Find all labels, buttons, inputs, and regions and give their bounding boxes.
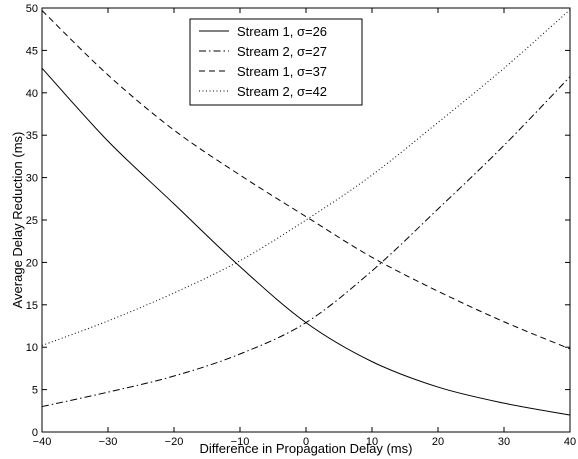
- series-1-point: [370, 359, 375, 364]
- legend-label-4: Stream 2, σ=42: [237, 84, 327, 99]
- series-4-point: [106, 318, 111, 323]
- series-3-point: [568, 346, 573, 351]
- legend-box: [189, 18, 363, 106]
- series-2-point: [370, 268, 375, 273]
- x-tick-label: −40: [33, 436, 52, 448]
- series-1-point: [106, 139, 111, 144]
- series-3-point: [106, 72, 111, 77]
- y-tick-label: 40: [26, 88, 38, 100]
- series-4-point: [238, 258, 243, 263]
- series-2-point: [40, 404, 45, 409]
- series-3-point: [238, 173, 243, 178]
- x-tick-label: −30: [99, 436, 118, 448]
- series-2-point: [238, 351, 243, 356]
- y-tick-label: 5: [32, 385, 38, 397]
- y-tick-label: 10: [26, 342, 38, 354]
- y-tick-label: 0: [32, 427, 38, 439]
- series-2-point: [568, 74, 573, 79]
- series-line-2: [41, 76, 571, 408]
- y-tick-label: 20: [26, 257, 38, 269]
- x-tick-label: −20: [165, 436, 184, 448]
- legend: Stream 1, σ=26 Stream 2, σ=27 Stream 1, σ=…: [189, 18, 363, 106]
- series-lines: [40, 7, 573, 418]
- series-3-point: [370, 255, 375, 260]
- series-1-point: [40, 66, 45, 71]
- y-tick-label: 45: [26, 45, 38, 57]
- series-1-point: [568, 413, 573, 418]
- series-3-point: [40, 8, 45, 13]
- axis-ticks: −40 −30 −20 −10 0 10 20 30 40 0 5 10 15 20 25 30 35 40 45 5…: [26, 3, 576, 448]
- series-2-point: [502, 143, 507, 148]
- series-3-point: [172, 128, 177, 133]
- series-3-point: [502, 319, 507, 324]
- series-2-point: [436, 206, 441, 211]
- series-4-point: [40, 343, 45, 348]
- series-4-point: [436, 120, 441, 125]
- series-1-point: [502, 401, 507, 406]
- series-4-point: [568, 7, 573, 12]
- x-tick-label: 30: [498, 436, 510, 448]
- series-4-point: [502, 66, 507, 71]
- x-tick-label: 40: [564, 436, 576, 448]
- series-2-point: [304, 320, 309, 325]
- series-1-point: [436, 385, 441, 390]
- y-tick-label: 50: [26, 3, 38, 15]
- x-tick-label: 20: [432, 436, 444, 448]
- series-2-point: [172, 374, 177, 379]
- x-axis-title: Difference in Propagation Delay (ms): [200, 441, 413, 456]
- series-4-point: [304, 218, 309, 223]
- series-1-point: [172, 201, 177, 206]
- x-tick-label: 0: [303, 436, 309, 448]
- series-4-point: [370, 173, 375, 178]
- legend-label-3: Stream 1, σ=37: [237, 64, 327, 79]
- x-tick-label: −10: [231, 436, 250, 448]
- series-4-point: [172, 290, 177, 295]
- series-2-point: [106, 390, 111, 395]
- y-tick-label: 25: [26, 215, 38, 227]
- y-axis-title: Average Delay Reduction (ms): [10, 132, 25, 309]
- legend-label-2: Stream 2, σ=27: [237, 44, 327, 59]
- y-tick-label: 30: [26, 173, 38, 185]
- series-line-1: [41, 67, 571, 416]
- series-1-point: [238, 264, 243, 269]
- legend-label-1: Stream 1, σ=26: [237, 24, 327, 39]
- series-line-4: [41, 9, 571, 346]
- series-3-point: [436, 289, 441, 294]
- y-tick-label: 15: [26, 300, 38, 312]
- y-tick-label: 35: [26, 130, 38, 142]
- x-tick-label: 10: [366, 436, 378, 448]
